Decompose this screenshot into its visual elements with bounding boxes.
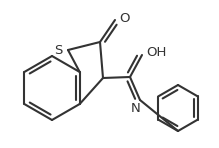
Text: OH: OH (146, 46, 166, 59)
Text: S: S (54, 44, 62, 57)
Text: O: O (120, 12, 130, 25)
Text: N: N (131, 102, 141, 115)
